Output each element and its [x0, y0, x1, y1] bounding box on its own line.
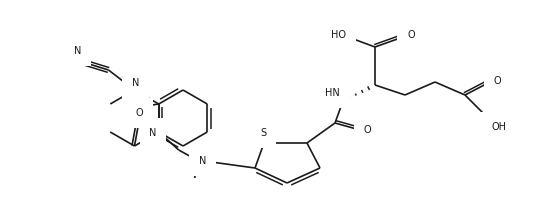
Text: N: N: [74, 46, 81, 56]
Text: O: O: [364, 125, 372, 135]
Text: N: N: [199, 156, 206, 166]
Text: OH: OH: [491, 122, 506, 132]
Text: S: S: [260, 128, 266, 138]
Text: O: O: [136, 108, 143, 118]
Text: O: O: [407, 30, 414, 40]
Text: N: N: [149, 128, 157, 138]
Text: N: N: [132, 78, 139, 88]
Text: O: O: [494, 76, 502, 86]
Text: HO: HO: [331, 30, 346, 40]
Text: HN: HN: [325, 88, 340, 98]
